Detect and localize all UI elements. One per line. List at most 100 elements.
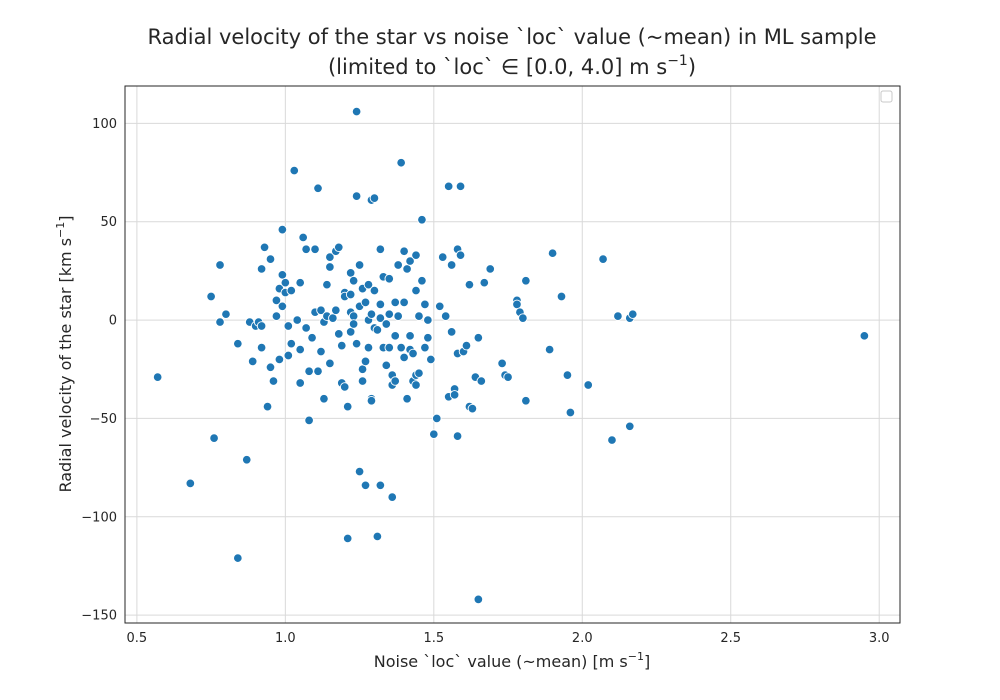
scatter-point — [271, 311, 282, 321]
scatter-point — [503, 372, 513, 382]
scatter-point — [348, 275, 359, 286]
scatter-point — [414, 311, 424, 321]
scatter-point — [265, 362, 276, 373]
scatter-point — [206, 291, 216, 302]
scatter-point — [449, 390, 460, 400]
scatter-point — [215, 317, 225, 327]
y-tick-label: 0 — [109, 314, 117, 329]
scatter-point — [547, 248, 558, 258]
scatter-point — [185, 478, 196, 489]
scatter-point — [625, 421, 635, 432]
scatter-point — [423, 315, 433, 325]
scatter-point — [247, 356, 258, 367]
scatter-point — [209, 433, 219, 443]
scatter-point — [435, 301, 445, 312]
scatter-point — [479, 277, 490, 288]
scatter-point — [342, 533, 353, 544]
scatter-point — [337, 340, 347, 351]
scatter-point — [233, 553, 243, 563]
scatter-point — [372, 325, 383, 335]
x-tick-label: 1.5 — [423, 631, 444, 646]
scatter-point — [331, 305, 341, 315]
scatter-point — [405, 256, 415, 266]
scatter-point — [280, 277, 291, 288]
scatter-point — [286, 338, 297, 349]
scatter-point — [390, 297, 400, 308]
chart-title-line-1: Radial velocity of the star vs noise `lo… — [147, 25, 876, 49]
scatter-point — [432, 413, 442, 424]
scatter-point — [215, 260, 225, 270]
scatter-point — [384, 274, 395, 284]
scatter-point — [512, 299, 522, 310]
scatter-point — [544, 344, 555, 355]
scatter-point — [295, 378, 305, 388]
scatter-point — [565, 407, 576, 418]
scatter-point — [381, 319, 392, 329]
scatter-point — [414, 368, 424, 378]
scatter-point — [420, 299, 430, 310]
scatter-point — [351, 338, 362, 349]
scatter-point — [313, 366, 323, 376]
x-tick-label: 1.0 — [275, 631, 296, 646]
scatter-point — [562, 370, 573, 380]
scatter-point — [274, 354, 285, 365]
scatter-point — [354, 260, 365, 270]
y-axis-label: Radial velocity of the star [km s−1] — [54, 215, 75, 492]
scatter-point — [241, 454, 252, 465]
scatter-point — [411, 250, 421, 260]
scatter-point — [328, 313, 338, 323]
y-tick-label: 50 — [100, 215, 117, 230]
scatter-point — [417, 275, 427, 286]
scatter-point — [310, 244, 320, 255]
scatter-point — [405, 331, 415, 341]
scatter-point — [443, 181, 454, 192]
scatter-point — [485, 264, 495, 274]
scatter-point — [271, 295, 282, 306]
scatter-point — [396, 157, 406, 168]
scatter-point — [476, 376, 487, 386]
scatter-point — [411, 380, 421, 390]
scatter-point — [521, 395, 531, 406]
scatter-point — [357, 364, 368, 375]
scatter-point — [467, 403, 478, 414]
scatter-point — [393, 260, 403, 270]
scatter-point — [283, 321, 294, 331]
scatter-point — [289, 165, 300, 176]
scatter-point — [342, 401, 353, 412]
scatter-point — [152, 372, 163, 382]
scatter-point — [286, 285, 297, 296]
scatter-point — [304, 366, 314, 376]
scatter-point — [256, 321, 267, 331]
scatter-point — [233, 338, 243, 349]
scatter-point — [521, 275, 531, 286]
scatter-point — [440, 311, 451, 321]
scatter-point — [375, 480, 386, 491]
scatter-point — [345, 268, 356, 278]
scatter-point — [393, 311, 403, 321]
scatter-point — [613, 311, 623, 321]
scatter-point — [345, 327, 356, 337]
scatter-point — [390, 376, 400, 386]
scatter-point — [387, 492, 397, 502]
scatter-point — [402, 264, 412, 274]
scatter-point — [384, 309, 395, 319]
scatter-point — [446, 327, 457, 337]
scatter-point — [384, 342, 395, 353]
scatter-point — [259, 242, 270, 253]
scatter-point — [357, 376, 368, 386]
scatter-point — [277, 224, 288, 235]
scatter-point — [455, 250, 466, 260]
scatter-point — [497, 358, 507, 369]
scatter-point — [437, 252, 448, 262]
scatter-point — [518, 313, 528, 323]
scatter-point — [256, 342, 267, 353]
scatter-point — [446, 260, 457, 270]
scatter-point — [859, 331, 870, 341]
y-tick-label: −150 — [81, 609, 117, 624]
scatter-point — [325, 262, 335, 272]
x-tick-label: 2.0 — [572, 631, 593, 646]
scatter-point — [351, 191, 362, 201]
y-tick-labels: 100 50 0 −50 −100 −150 — [81, 117, 117, 624]
grid-lines — [125, 86, 900, 623]
scatter-point — [375, 313, 386, 323]
